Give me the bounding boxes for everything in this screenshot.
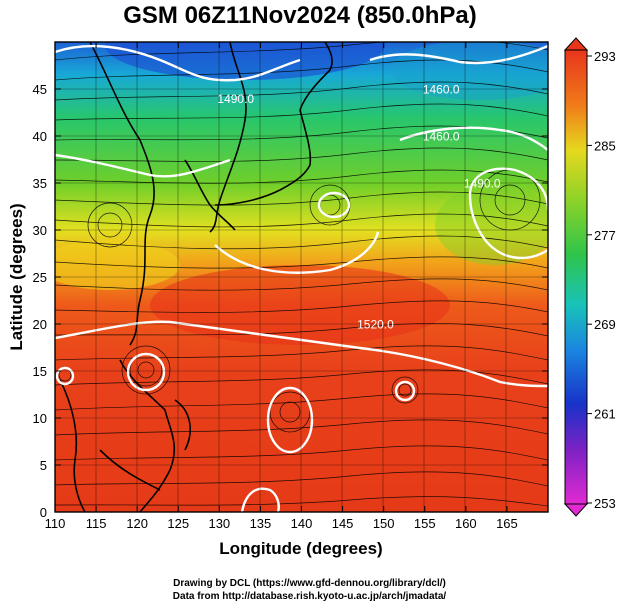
x-tick-label: 120 bbox=[126, 516, 148, 531]
colorbar-tick-label: 253 bbox=[594, 496, 616, 511]
colorbar-tick-label: 285 bbox=[594, 138, 616, 153]
x-tick-label: 140 bbox=[291, 516, 313, 531]
y-tick-label: 20 bbox=[33, 317, 47, 332]
x-tick-label: 125 bbox=[167, 516, 189, 531]
x-tick-label: 130 bbox=[208, 516, 230, 531]
colorbar-tick-label: 261 bbox=[594, 407, 616, 422]
contour-labels: 1520.0 1490.0 1490.0 1460.0 1460.0 bbox=[217, 83, 501, 332]
x-tick-label: 115 bbox=[86, 516, 107, 531]
colorbar-scale bbox=[564, 49, 588, 505]
y-tick-label: 35 bbox=[33, 176, 47, 191]
x-tick-label: 160 bbox=[455, 516, 477, 531]
y-tick-label: 25 bbox=[33, 270, 47, 285]
colorbar-bottom-arrow bbox=[563, 503, 589, 517]
x-tick-label: 145 bbox=[332, 516, 354, 531]
y-tick-label: 0 bbox=[40, 505, 47, 520]
contour-label: 1460.0 bbox=[423, 83, 460, 97]
wind-streamlines bbox=[55, 42, 548, 507]
x-axis-ticks: 110 115 120 125 130 135 140 145 150 155 160 165 bbox=[45, 42, 518, 531]
credit-data: Data from http://database.rish.kyoto-u.a… bbox=[172, 591, 447, 602]
contour-label: 1490.0 bbox=[464, 177, 501, 191]
y-tick-label: 10 bbox=[33, 411, 47, 426]
colorbar-tick-label: 277 bbox=[594, 228, 616, 243]
colorbar-tick-label: 293 bbox=[594, 49, 616, 64]
y-tick-label: 30 bbox=[33, 223, 47, 238]
lat-lon-grid bbox=[55, 42, 548, 512]
y-tick-label: 15 bbox=[33, 364, 47, 379]
yellow-band-west bbox=[55, 240, 180, 290]
credit-drawing: Drawing by DCL (https://www.gfd-dennou.o… bbox=[173, 578, 446, 589]
green-band-east bbox=[435, 185, 548, 265]
cold-pool-north bbox=[105, 42, 385, 80]
x-axis-label: Longitude (degrees) bbox=[219, 539, 382, 558]
y-tick-label: 45 bbox=[33, 82, 47, 97]
colorbar: 293 285 277 269 261 253 bbox=[563, 37, 616, 517]
x-tick-label: 165 bbox=[496, 516, 518, 531]
x-tick-label: 110 bbox=[45, 516, 66, 531]
x-tick-label: 150 bbox=[373, 516, 395, 531]
contour-label: 1490.0 bbox=[217, 92, 254, 106]
y-tick-label: 40 bbox=[33, 129, 47, 144]
y-tick-label: 5 bbox=[40, 458, 47, 473]
warm-tongue bbox=[150, 265, 450, 345]
x-tick-label: 155 bbox=[414, 516, 436, 531]
colorbar-top-arrow bbox=[563, 37, 589, 51]
contour-label: 1460.0 bbox=[423, 130, 460, 144]
height-contours bbox=[55, 44, 548, 512]
y-axis-label: Latitude (degrees) bbox=[7, 203, 26, 350]
x-tick-label: 135 bbox=[250, 516, 272, 531]
y-axis-ticks: 0 5 10 15 20 25 30 35 40 45 bbox=[33, 82, 548, 520]
map-title: GSM 06Z11Nov2024 (850.0hPa) bbox=[123, 2, 477, 29]
colorbar-tick-label: 269 bbox=[594, 317, 616, 332]
weather-map: 1520.0 1490.0 1490.0 1460.0 1460.0 110 115 120… bbox=[7, 37, 616, 558]
contour-label: 1520.0 bbox=[357, 318, 394, 332]
